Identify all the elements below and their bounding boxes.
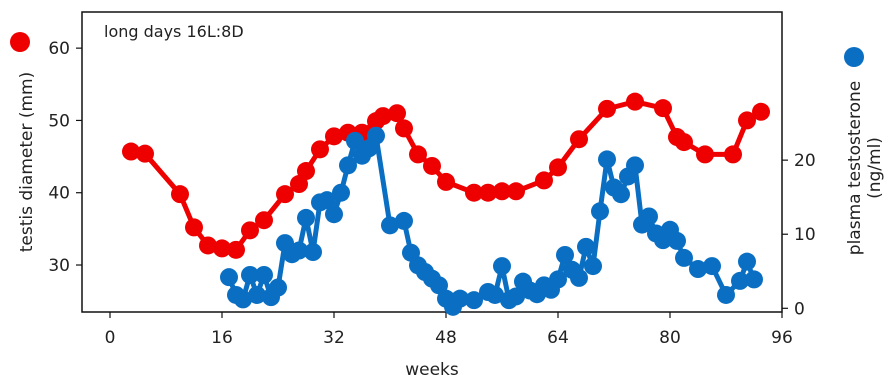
legend-testosterone-marker (844, 47, 864, 67)
testis-diameter-point (325, 127, 343, 146)
testis-diameter-point (171, 185, 189, 204)
plasma-testosterone-point (290, 241, 308, 260)
plasma-testosterone-point (297, 208, 315, 227)
testis-diameter-point (409, 145, 427, 164)
testis-diameter-point (311, 140, 329, 159)
x-tick-label: 80 (659, 328, 681, 348)
y-axis-right-title-line1: plasma testosterone (845, 81, 865, 255)
plasma-testosterone-point (234, 290, 252, 309)
plasma-testosterone-point (220, 268, 238, 287)
testis-diameter-point (738, 111, 756, 130)
testis-diameter-point (654, 99, 672, 118)
plasma-testosterone-point (248, 285, 266, 304)
plot-area (81, 11, 783, 313)
testis-diameter-point (549, 158, 567, 177)
x-axis-title: weeks (405, 360, 459, 378)
testis-diameter-point (227, 240, 245, 259)
y-axis-left-title: testis diameter (mm) (17, 72, 37, 252)
plasma-testosterone-point (675, 248, 693, 267)
x-tick-label: 0 (105, 328, 116, 348)
plasma-testosterone-point (381, 216, 399, 235)
testis-diameter-point (276, 185, 294, 204)
plasma-testosterone-point (339, 156, 357, 175)
legend-testis-marker (10, 32, 30, 52)
testis-diameter-point (185, 218, 203, 237)
plasma-testosterone-point (598, 150, 616, 169)
plasma-testosterone-point (241, 265, 259, 284)
testis-diameter-point (213, 239, 231, 258)
testis-diameter-point (570, 130, 588, 149)
testis-diameter-point (374, 107, 392, 126)
plasma-testosterone-point (717, 285, 735, 304)
testis-diameter-point (465, 183, 483, 202)
x-tick-label: 48 (435, 328, 457, 348)
plasma-testosterone-point (745, 270, 763, 289)
testis-diameter-point (493, 182, 511, 201)
y-left-tick-label: 50 (48, 111, 70, 131)
y-right-tick-label: 20 (794, 151, 816, 171)
plasma-testosterone-point (731, 271, 749, 290)
y-left-tick-label: 40 (48, 184, 70, 204)
x-tick-label: 16 (211, 328, 233, 348)
testis-diameter-point (388, 104, 406, 123)
testis-diameter-point (297, 162, 315, 181)
testis-diameter-point (535, 171, 553, 190)
plasma-testosterone-point (465, 291, 483, 310)
plasma-testosterone-point (430, 276, 448, 295)
testis-diameter-point (255, 211, 273, 230)
plasma-testosterone-point (332, 183, 350, 202)
testis-diameter-point (724, 145, 742, 164)
chart-annotation: long days 16L:8D (104, 22, 244, 41)
y-right-tick-label: 10 (794, 225, 816, 245)
plasma-testosterone-point (493, 257, 511, 276)
plasma-testosterone-point (556, 245, 574, 264)
testis-diameter-point (626, 92, 644, 111)
plasma-testosterone-point (367, 126, 385, 145)
plasma-testosterone-point (612, 185, 630, 204)
plasma-testosterone-point (486, 285, 504, 304)
testis-diameter-point (241, 221, 259, 240)
plasma-testosterone-point (318, 191, 336, 210)
testis-diameter-point (122, 142, 140, 161)
y-right-tick-label: 0 (794, 299, 805, 319)
testis-diameter-point (136, 144, 154, 163)
plasma-testosterone-point (703, 257, 721, 276)
plasma-testosterone-point (668, 231, 686, 250)
testis-diameter-point (199, 236, 217, 255)
testis-diameter-point (423, 156, 441, 175)
plasma-testosterone-point (346, 131, 364, 150)
plasma-testosterone-point (570, 268, 588, 287)
plasma-testosterone-point (584, 257, 602, 276)
plasma-testosterone-point (507, 287, 525, 306)
testis-diameter-point (696, 145, 714, 164)
plasma-testosterone-point (304, 243, 322, 261)
testis-diameter-point (675, 133, 693, 152)
testis-diameter-point (395, 119, 413, 138)
testis-diameter-point (598, 99, 616, 118)
plasma-testosterone-point (689, 260, 707, 279)
plasma-testosterone-point (255, 265, 273, 284)
x-tick-label: 32 (323, 328, 345, 348)
plasma-testosterone-point (451, 289, 469, 308)
plasma-testosterone-point (626, 156, 644, 175)
testis-diameter-point (507, 182, 525, 201)
x-tick-label: 96 (771, 328, 793, 348)
plasma-testosterone-point (577, 237, 595, 256)
plasma-testosterone-point (591, 202, 609, 221)
y-left-tick-label: 60 (48, 39, 70, 59)
testis-diameter-point (437, 172, 455, 191)
plasma-testosterone-point (738, 252, 756, 271)
plasma-testosterone-point (640, 207, 658, 226)
y-left-tick-label: 30 (48, 256, 70, 276)
y-axis-right-title-line2: (ng/ml) (865, 137, 885, 199)
testis-diameter-point (479, 183, 497, 202)
plasma-testosterone-point (269, 278, 287, 297)
testis-diameter-point (752, 102, 770, 121)
x-tick-label: 64 (547, 328, 569, 348)
plasma-testosterone-point (325, 205, 343, 224)
plasma-testosterone-point (395, 211, 413, 230)
plasma-testosterone-point (549, 270, 567, 289)
